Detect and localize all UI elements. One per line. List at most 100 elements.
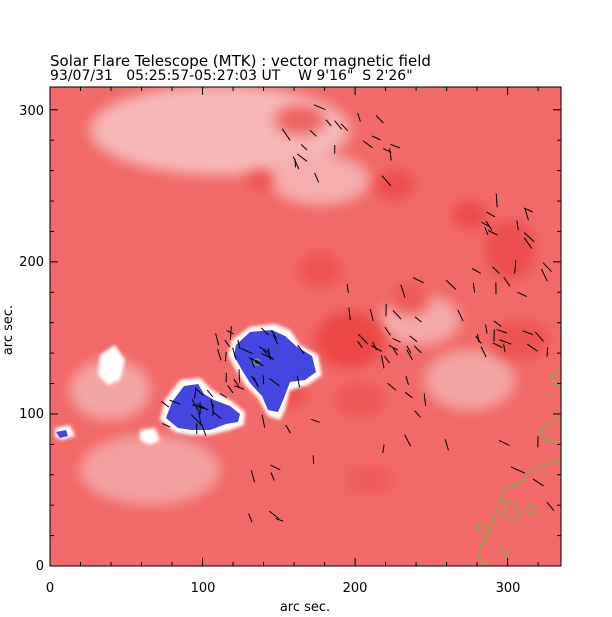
vector-mark bbox=[237, 339, 241, 349]
vector-mark bbox=[254, 361, 264, 367]
y-axis-label: arc sec. bbox=[1, 305, 16, 355]
vector-mark bbox=[477, 333, 480, 343]
y-tick-label-200: 200 bbox=[19, 255, 44, 270]
vector-mark bbox=[334, 120, 343, 130]
vector-mark bbox=[311, 418, 320, 423]
field-contours bbox=[477, 369, 561, 566]
vector-mark bbox=[390, 143, 401, 149]
vector-mark bbox=[392, 338, 401, 343]
vector-mark bbox=[258, 346, 270, 354]
vector-mark bbox=[423, 393, 427, 406]
vector-mark bbox=[195, 388, 205, 396]
vector-mark bbox=[262, 375, 265, 385]
vector-mark bbox=[480, 346, 487, 358]
vector-mark bbox=[261, 353, 275, 360]
vector-mark bbox=[457, 309, 464, 322]
vector-mark bbox=[190, 414, 202, 425]
vector-mark bbox=[226, 330, 235, 335]
vector-mark bbox=[523, 237, 533, 249]
vector-mark bbox=[162, 423, 171, 428]
vector-mark bbox=[487, 230, 498, 236]
vector-mark bbox=[524, 208, 529, 221]
vector-mark bbox=[313, 104, 326, 111]
vector-mark bbox=[372, 341, 378, 351]
vector-mark bbox=[346, 284, 349, 293]
vector-mark bbox=[217, 348, 222, 361]
vector-mark bbox=[413, 345, 422, 354]
vector-mark bbox=[516, 220, 519, 230]
vector-mark bbox=[546, 347, 549, 357]
axis-ticks bbox=[49, 87, 561, 567]
vector-mark bbox=[340, 123, 349, 132]
vector-mark bbox=[485, 220, 493, 231]
vector-mark bbox=[503, 343, 506, 353]
vector-mark bbox=[261, 414, 266, 428]
vector-mark bbox=[357, 333, 369, 345]
vector-mark bbox=[362, 140, 373, 149]
vector-mark bbox=[270, 472, 275, 481]
vector-mark bbox=[268, 377, 280, 387]
vector-mark bbox=[348, 307, 351, 321]
vector-mark bbox=[405, 375, 409, 385]
vector-mark bbox=[534, 331, 544, 342]
vector-mark bbox=[503, 276, 511, 287]
vector-mark bbox=[215, 333, 220, 346]
vector-mark bbox=[485, 324, 488, 334]
vector-mark bbox=[281, 128, 291, 141]
vector-mark bbox=[409, 335, 418, 343]
vector-mark bbox=[272, 334, 279, 345]
map-subtitle: 93/07/31 05:25:57-05:27:03 UT W 9'16" S … bbox=[50, 68, 413, 84]
vector-mark bbox=[406, 345, 412, 354]
vector-mark bbox=[198, 411, 202, 425]
vector-mark bbox=[496, 329, 508, 334]
vector-mark bbox=[196, 403, 209, 411]
vector-mark bbox=[250, 358, 255, 368]
vector-mark bbox=[300, 144, 308, 151]
vector-mark bbox=[169, 399, 181, 405]
vector-mark bbox=[210, 399, 214, 412]
vector-mark bbox=[484, 226, 489, 236]
vector-mark bbox=[384, 355, 390, 364]
vector-mark bbox=[472, 282, 476, 293]
vector-mark bbox=[238, 369, 241, 383]
vector-mark bbox=[297, 344, 305, 355]
vector-mark bbox=[493, 320, 502, 327]
vector-mark bbox=[227, 385, 234, 394]
vector-mark bbox=[532, 478, 544, 487]
vector-mark bbox=[510, 466, 520, 471]
magnetogram-image bbox=[50, 87, 561, 566]
x-axis-label: arc sec. bbox=[280, 600, 330, 615]
vector-mark bbox=[200, 423, 207, 436]
vector-mark bbox=[492, 266, 500, 274]
vector-mark bbox=[471, 268, 481, 274]
vector-mark bbox=[499, 339, 512, 345]
vector-mark bbox=[206, 389, 214, 398]
vector-mark bbox=[546, 501, 555, 511]
vector-mark bbox=[486, 211, 496, 218]
vector-mark bbox=[250, 470, 255, 483]
vector-mark bbox=[309, 129, 317, 137]
vector-mark bbox=[268, 510, 280, 519]
vector-mark bbox=[248, 513, 253, 523]
vector-mark bbox=[375, 115, 384, 124]
vector-mark bbox=[384, 326, 391, 336]
plot-frame bbox=[49, 86, 562, 567]
vector-mark bbox=[400, 284, 406, 298]
x-tick-label-100: 100 bbox=[191, 581, 216, 596]
vector-mark bbox=[370, 345, 383, 352]
vector-mark bbox=[312, 455, 315, 464]
vector-mark bbox=[492, 342, 503, 348]
y-tick-label-0: 0 bbox=[36, 559, 44, 574]
vector-mark bbox=[404, 434, 411, 447]
vector-mark bbox=[381, 175, 392, 187]
vector-mark bbox=[314, 172, 320, 183]
vector-mark bbox=[498, 439, 510, 446]
vector-mark bbox=[392, 310, 402, 320]
vector-mark bbox=[160, 400, 170, 408]
vector-mark bbox=[191, 398, 199, 412]
vector-mark bbox=[540, 268, 548, 282]
vector-mark bbox=[275, 518, 284, 522]
vector-mark bbox=[517, 291, 527, 297]
vector-mark bbox=[371, 135, 381, 141]
